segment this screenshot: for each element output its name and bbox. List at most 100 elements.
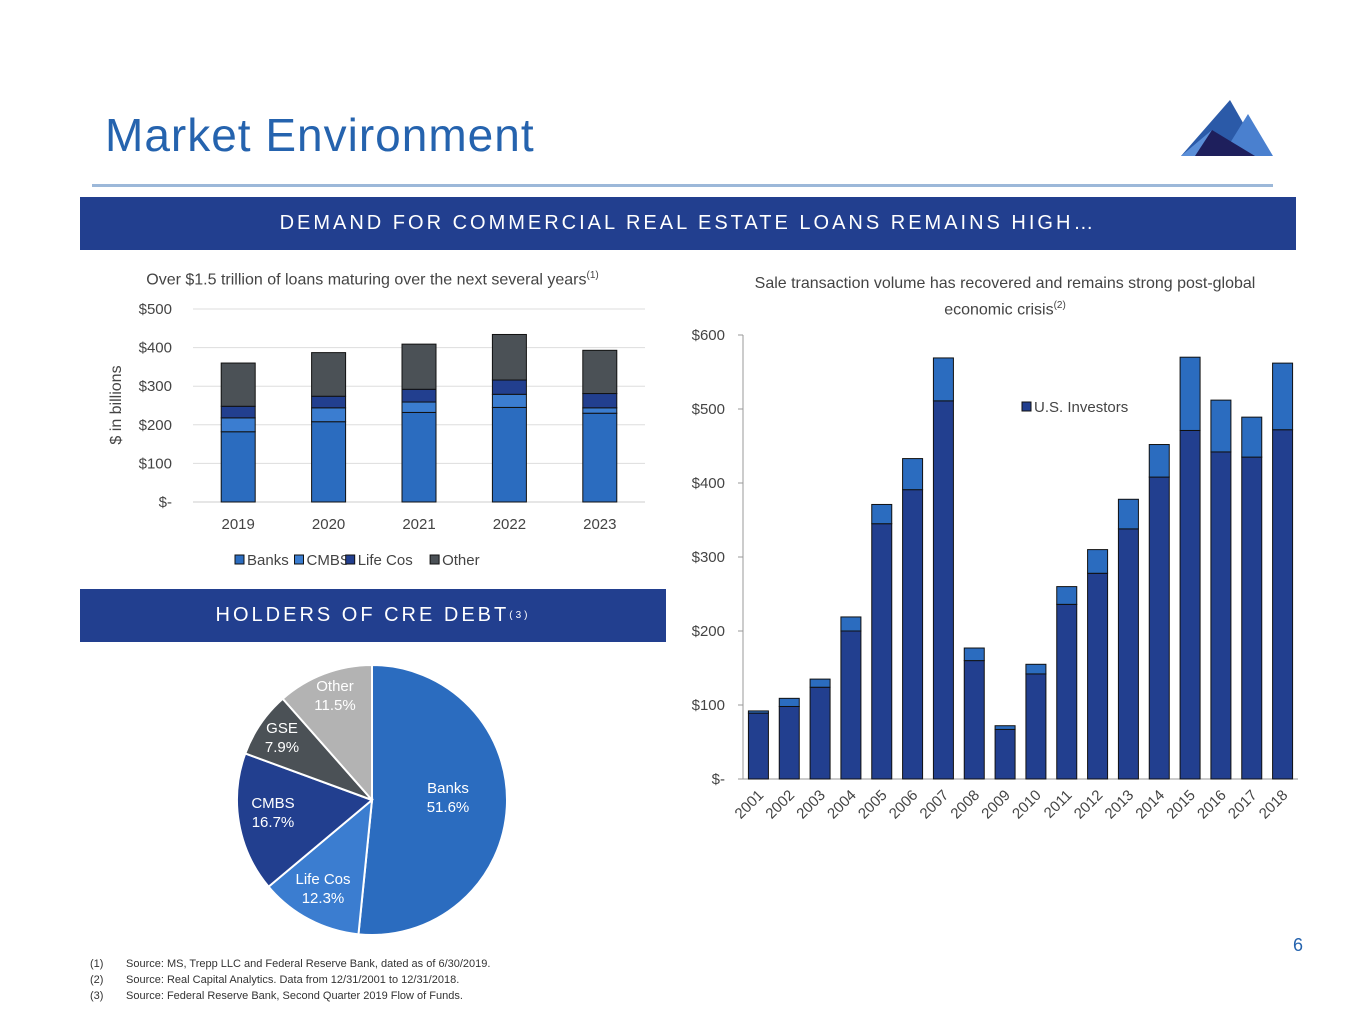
x-tick-label: 2019: [222, 516, 255, 533]
pie-slice-cmbs: [236, 752, 374, 889]
bar-segment-other-investors: [1087, 549, 1109, 574]
bar-segment-us-investors: [1025, 673, 1047, 780]
bar-segment-other-investors: [1272, 362, 1294, 431]
y-tick-label: $200: [692, 623, 725, 640]
legend-swatch: [345, 554, 356, 565]
bar-segment-us-investors: [1210, 451, 1232, 780]
pie-slice-life-cos: [267, 797, 374, 936]
pie-value: 11.5%: [314, 697, 355, 714]
bar-segment-other: [491, 333, 527, 381]
bar-segment-us-investors: [840, 630, 862, 780]
page-number: 6: [1293, 935, 1304, 955]
x-tick-label: 2015: [1163, 787, 1199, 823]
pie-label: CMBS: [251, 795, 294, 812]
bar-segment-us-investors: [809, 686, 831, 780]
y-tick-label: $300: [692, 549, 725, 566]
banner-text: HOLDERS OF CRE DEBT: [215, 604, 510, 626]
pie-label: Banks: [427, 780, 469, 797]
page-title: Market Environment: [105, 109, 535, 161]
y-tick-label: $200: [139, 417, 172, 434]
legend-swatch: [429, 554, 440, 565]
bar-segment-us-investors: [963, 660, 985, 780]
bar-segment-us-investors: [747, 712, 769, 780]
x-tick-label: 2009: [978, 787, 1014, 823]
y-tick-label: $500: [139, 301, 172, 318]
legend-label: CMBS: [307, 552, 350, 569]
section-banner-holders: HOLDERS OF CRE DEBT (3): [80, 589, 666, 642]
bar-segment-banks: [491, 406, 527, 503]
bar-segment-us-investors: [994, 728, 1016, 780]
right-chart-title: Sale transaction volume has recovered an…: [754, 275, 1256, 319]
pie-value: 12.3%: [302, 890, 345, 907]
pie-slice-other: [281, 663, 373, 803]
pie-label: Other: [316, 678, 354, 695]
x-tick-label: 2017: [1225, 787, 1261, 823]
x-tick-label: 2016: [1194, 787, 1230, 823]
bar-segment-banks: [311, 421, 347, 503]
bar-segment-other-investors: [902, 458, 924, 491]
bar-segment-us-investors: [1148, 476, 1170, 780]
legend-swatch: [1021, 401, 1032, 412]
bar-segment-us-investors: [932, 400, 954, 780]
legend-label: U.S. Investors: [1034, 399, 1128, 416]
bar-segment-other-investors: [778, 697, 800, 707]
bar-segment-us-investors: [1117, 528, 1139, 780]
bar-segment-life-cos: [220, 405, 256, 419]
bar-segment-other: [220, 362, 256, 407]
x-tick-label: 2004: [824, 787, 860, 823]
bar-segment-other-investors: [1056, 586, 1078, 605]
bar-segment-banks: [401, 411, 437, 503]
y-tick-label: $100: [692, 697, 725, 714]
pie-slice-banks: [357, 663, 508, 936]
y-tick-label: $-: [159, 494, 172, 511]
footnotes: (1) Source: MS, Trepp LLC and Federal Res…: [90, 956, 490, 1004]
bar-segment-cmbs: [582, 407, 618, 414]
bar-segment-other-investors: [963, 647, 985, 662]
x-tick-label: 2002: [762, 787, 798, 823]
bar-segment-other-investors: [809, 678, 831, 688]
x-tick-label: 2010: [1009, 787, 1045, 823]
bar-segment-us-investors: [1056, 603, 1078, 780]
x-tick-label: 2021: [402, 516, 435, 533]
bar-segment-other-investors: [1210, 399, 1232, 453]
x-tick-label: 2001: [732, 787, 768, 823]
x-tick-label: 2006: [886, 787, 922, 823]
x-tick-label: 2012: [1071, 787, 1107, 823]
y-tick-label: $300: [139, 378, 172, 395]
title-divider: [92, 184, 1273, 187]
pie-value: 16.7%: [252, 814, 295, 831]
pie-value: 51.6%: [427, 799, 470, 816]
x-tick-label: 2005: [855, 787, 891, 823]
bar-segment-other-investors: [994, 725, 1016, 730]
mountain-logo: [1181, 100, 1273, 156]
x-tick-label: 2003: [793, 787, 829, 823]
bar-segment-life-cos: [311, 395, 347, 409]
x-tick-label: 2020: [312, 516, 345, 533]
banner-sup: (3): [509, 610, 531, 621]
y-tick-label: $600: [692, 327, 725, 344]
bar-segment-other-investors: [1117, 498, 1139, 530]
x-tick-label: 2007: [917, 787, 953, 823]
bar-segment-us-investors: [871, 523, 893, 780]
bar-segment-other-investors: [1179, 356, 1201, 431]
bar-segment-other-investors: [871, 503, 893, 525]
bar-segment-other: [311, 352, 347, 397]
x-tick-label: 2008: [947, 787, 983, 823]
bar-segment-other-investors: [1025, 663, 1047, 675]
y-tick-label: $500: [692, 401, 725, 418]
bar-segment-life-cos: [491, 379, 527, 395]
section-banner-demand: DEMAND FOR COMMERCIAL REAL ESTATE LOANS …: [80, 197, 1296, 250]
y-axis-label: $ in billions: [108, 365, 125, 444]
bar-segment-cmbs: [401, 401, 437, 413]
legend-label: Life Cos: [358, 552, 413, 569]
bar-segment-other-investors: [1241, 416, 1263, 458]
bar-segment-other-investors: [840, 616, 862, 632]
bar-segment-us-investors: [778, 705, 800, 780]
bar-segment-us-investors: [1179, 429, 1201, 780]
legend-label: Banks: [247, 552, 289, 569]
pie-label: GSE: [266, 720, 298, 737]
bar-segment-cmbs: [311, 407, 347, 423]
pie-value: 7.9%: [265, 739, 299, 756]
